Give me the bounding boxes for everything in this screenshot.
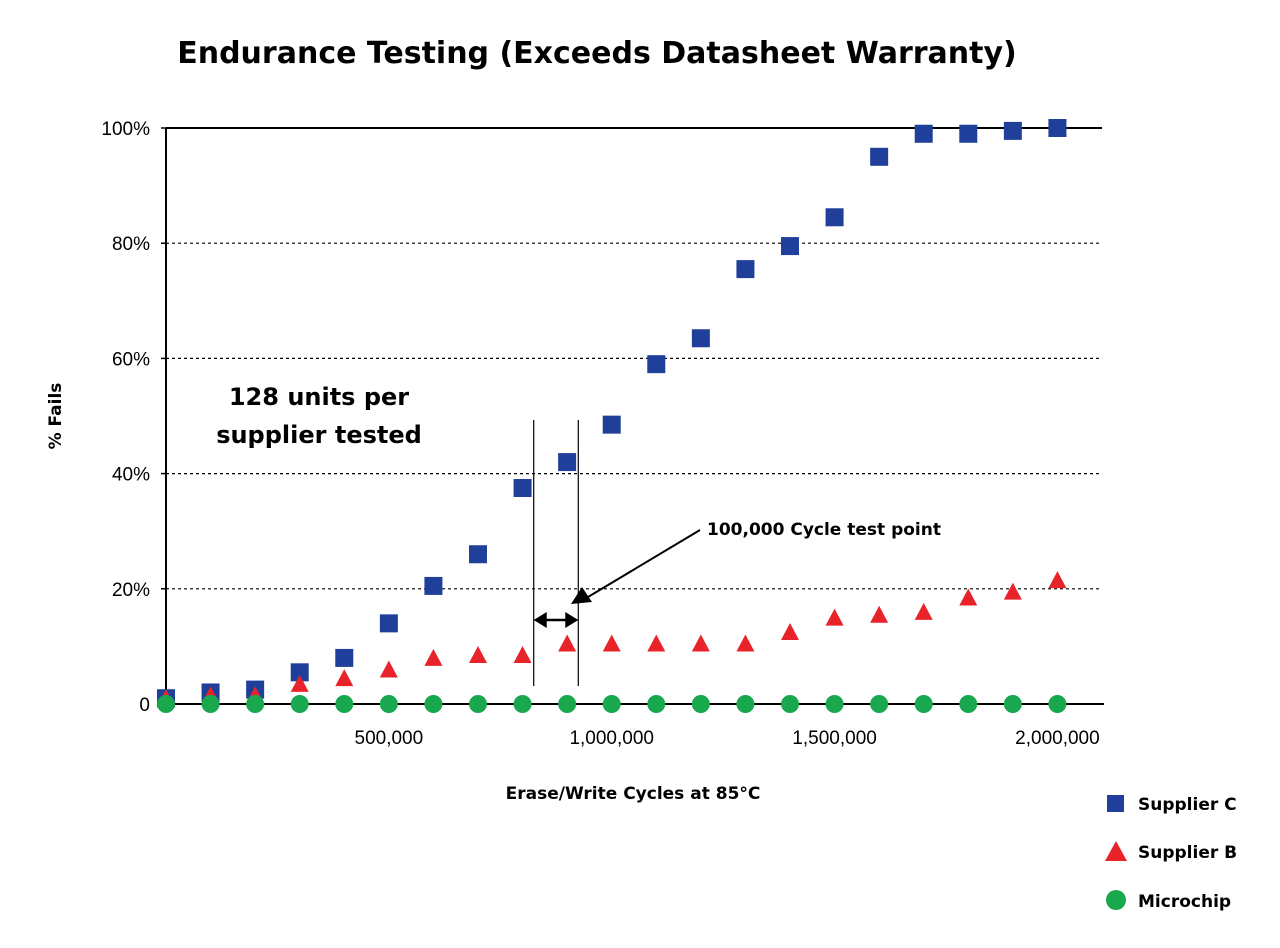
supplier-c-point xyxy=(424,576,443,595)
y-axis-label: % Fails xyxy=(46,383,66,450)
legend-label-supplier-b: Supplier B xyxy=(1138,843,1237,863)
microchip-point xyxy=(647,695,666,713)
supplier-b-point xyxy=(558,634,577,652)
callout-leader-line xyxy=(587,529,701,598)
legend-item-microchip: Microchip xyxy=(1106,890,1231,912)
y-tick-label: 0 xyxy=(139,695,150,716)
supplier-b-point xyxy=(379,660,398,678)
legend-label-supplier-c: Supplier C xyxy=(1138,795,1237,815)
microchip-point xyxy=(246,695,265,713)
supplier-b-point xyxy=(870,605,889,623)
microchip-point xyxy=(157,695,175,713)
span-arrow-left-head xyxy=(533,612,547,628)
supplier-b-point xyxy=(513,646,532,664)
supplier-c-point xyxy=(1048,119,1067,137)
supplier-b-point xyxy=(1048,571,1067,589)
microchip-point xyxy=(959,695,978,713)
supplier-b-point xyxy=(825,608,844,626)
y-tick-label: 80% xyxy=(112,234,150,255)
legend-circle-marker xyxy=(1106,890,1126,910)
axes xyxy=(165,128,1104,705)
supplier-c-point xyxy=(736,260,755,279)
supplier-b-point xyxy=(914,602,933,620)
microchip-point xyxy=(602,695,621,713)
supplier-c-point xyxy=(1003,121,1022,140)
x-tick-label: 500,000 xyxy=(355,728,424,749)
microchip-point xyxy=(1048,695,1067,713)
span-arrow-right-head xyxy=(565,612,579,628)
x-axis-label: Erase/Write Cycles at 85°C xyxy=(506,784,761,804)
supplier-c-point xyxy=(469,545,487,564)
legend-triangle-marker xyxy=(1105,841,1127,861)
microchip-point xyxy=(424,695,443,713)
microchip-point xyxy=(379,695,398,713)
data-markers xyxy=(157,119,1067,713)
microchip-point xyxy=(1003,695,1022,713)
y-tick-label: 20% xyxy=(112,580,150,601)
x-tick-label: 2,000,000 xyxy=(1015,728,1100,749)
microchip-point xyxy=(335,695,354,713)
x-tick-labels: 500,000 1,000,000 1,500,000 2,000,000 xyxy=(355,704,1100,749)
x-tick-label: 1,000,000 xyxy=(569,728,654,749)
y-tick-label: 100% xyxy=(101,119,150,140)
supplier-c-point xyxy=(691,329,710,348)
legend-label-microchip: Microchip xyxy=(1138,892,1231,912)
units-note-line-2: supplier tested xyxy=(216,421,422,449)
supplier-c-point xyxy=(959,124,978,143)
microchip-point xyxy=(691,695,710,713)
supplier-c-point xyxy=(870,147,889,166)
legend-item-supplier-c: Supplier C xyxy=(1107,795,1237,815)
test-point-annotation: 100,000 Cycle test point xyxy=(533,420,941,686)
supplier-b-point xyxy=(469,646,487,664)
microchip-point xyxy=(736,695,755,713)
supplier-b-point xyxy=(335,669,354,687)
microchip-point xyxy=(825,695,844,713)
supplier-b-point xyxy=(424,648,443,666)
units-note-line-1: 128 units per xyxy=(229,383,409,411)
supplier-c-point xyxy=(513,479,532,497)
supplier-b-point xyxy=(290,674,309,692)
supplier-b-point xyxy=(781,623,799,640)
supplier-c-point xyxy=(602,415,621,434)
supplier-b-point xyxy=(736,634,755,652)
supplier-b-point xyxy=(647,634,666,652)
legend-item-supplier-b: Supplier B xyxy=(1105,841,1237,863)
supplier-b-point xyxy=(691,634,710,652)
supplier-c-point xyxy=(647,355,666,374)
microchip-point xyxy=(558,695,577,713)
microchip-point xyxy=(290,695,309,713)
x-tick-label: 1,500,000 xyxy=(792,728,877,749)
supplier-c-point xyxy=(335,648,354,667)
microchip-point xyxy=(201,695,220,713)
microchip-point xyxy=(914,695,933,713)
supplier-c-point xyxy=(379,614,398,633)
supplier-b-point xyxy=(959,588,978,606)
supplier-b-point xyxy=(1003,582,1022,600)
legend: Supplier C Supplier B Microchip xyxy=(1105,795,1237,912)
microchip-point xyxy=(469,695,487,713)
y-tick-label: 40% xyxy=(112,465,150,486)
supplier-c-point xyxy=(914,124,933,143)
microchip-point xyxy=(513,695,532,713)
gridlines xyxy=(166,127,1102,590)
supplier-c-point xyxy=(558,453,577,472)
supplier-c-point xyxy=(825,208,844,227)
supplier-b-point xyxy=(602,634,621,652)
callout-arrow-head xyxy=(571,587,592,604)
microchip-point xyxy=(781,695,799,713)
supplier-c-point xyxy=(781,237,799,256)
y-tick-label: 60% xyxy=(112,349,150,370)
y-tick-labels: 0 20% 40% 60% 80% 100% xyxy=(101,119,166,716)
legend-square-marker xyxy=(1107,795,1124,812)
supplier-c-point xyxy=(290,663,309,682)
chart-title: Endurance Testing (Exceeds Datasheet War… xyxy=(177,36,1017,71)
test-point-label: 100,000 Cycle test point xyxy=(707,520,941,540)
microchip-point xyxy=(870,695,889,713)
